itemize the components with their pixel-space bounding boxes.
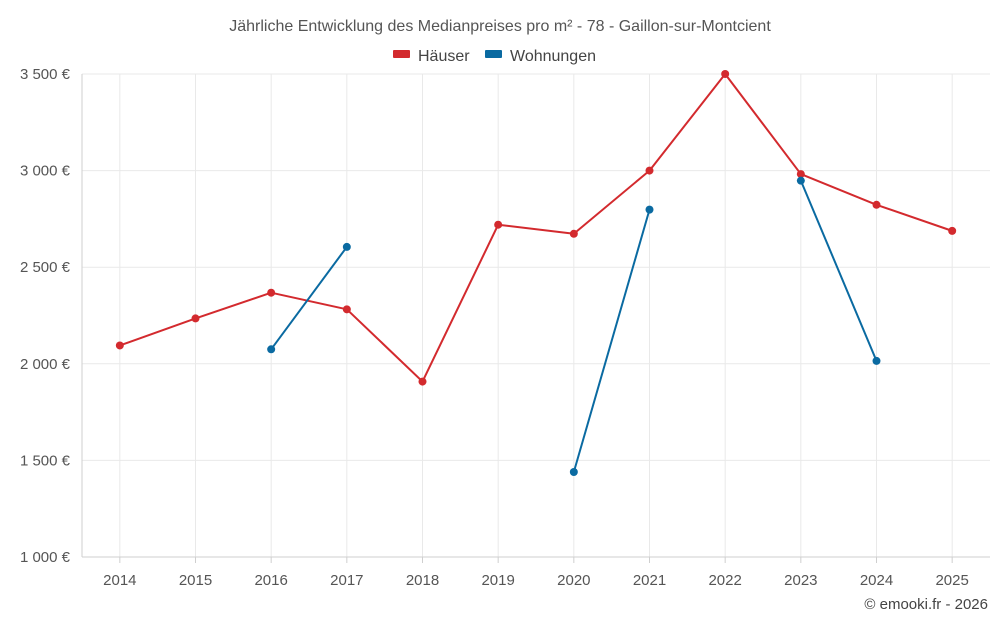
legend-swatch-haeuser bbox=[393, 50, 410, 58]
legend-label-haeuser[interactable]: Häuser bbox=[418, 48, 470, 65]
data-point-wohnungen-2016[interactable] bbox=[267, 345, 276, 354]
y-axis-ticks: 1 000 € 1 500 € 2 000 € 2 500 € 3 000 € 3 500… bbox=[20, 66, 71, 566]
data-point-wohnungen-2023[interactable] bbox=[796, 176, 805, 185]
x-tick-label-2022: 2022 bbox=[708, 572, 741, 589]
y-tick-label-0: 1 000 € bbox=[20, 549, 71, 566]
data-point-haeuser-2018[interactable] bbox=[418, 377, 427, 386]
series-haeuser bbox=[115, 70, 957, 386]
data-point-haeuser-2019[interactable] bbox=[494, 220, 503, 229]
data-point-haeuser-2023[interactable] bbox=[796, 170, 805, 179]
chart-title: Jährliche Entwicklung des Medianpreises … bbox=[229, 18, 771, 35]
data-point-haeuser-2017[interactable] bbox=[342, 305, 351, 314]
series-line-haeuser-0 bbox=[119, 73, 953, 383]
y-tick-label-1: 1 500 € bbox=[20, 452, 71, 469]
x-tick-label-2016: 2016 bbox=[254, 572, 287, 589]
data-point-wohnungen-2017[interactable] bbox=[342, 242, 351, 251]
data-point-haeuser-2025[interactable] bbox=[948, 226, 957, 235]
data-point-haeuser-2022[interactable] bbox=[721, 70, 730, 78]
data-point-haeuser-2024[interactable] bbox=[872, 200, 881, 209]
legend: Häuser Wohnungen bbox=[393, 48, 596, 65]
x-axis-ticks: 2014 2015 2016 2017 2018 2019 2020 2021 2022 2023… bbox=[81, 74, 990, 589]
data-point-wohnungen-2021[interactable] bbox=[645, 205, 654, 214]
x-tick-label-2025: 2025 bbox=[935, 572, 968, 589]
data-point-haeuser-2020[interactable] bbox=[569, 229, 578, 238]
data-point-wohnungen-2020[interactable] bbox=[569, 467, 578, 476]
data-point-haeuser-2016[interactable] bbox=[267, 288, 276, 297]
grid bbox=[82, 73, 990, 558]
x-tick-label-2020: 2020 bbox=[557, 572, 590, 589]
x-tick-label-2018: 2018 bbox=[406, 572, 439, 589]
x-tick-label-2019: 2019 bbox=[481, 572, 514, 589]
data-point-haeuser-2014[interactable] bbox=[115, 341, 124, 350]
series-wohnungen bbox=[267, 176, 881, 476]
y-tick-label-3: 2 500 € bbox=[20, 259, 71, 276]
x-tick-label-2023: 2023 bbox=[784, 572, 817, 589]
data-point-wohnungen-2024[interactable] bbox=[872, 356, 881, 365]
series-layer bbox=[115, 70, 957, 476]
x-tick-label-2024: 2024 bbox=[860, 572, 893, 589]
x-tick-label-2015: 2015 bbox=[179, 572, 212, 589]
y-tick-label-5: 3 500 € bbox=[20, 66, 71, 83]
y-tick-label-4: 3 000 € bbox=[20, 163, 71, 180]
y-tick-label-2: 2 000 € bbox=[20, 356, 71, 373]
series-line-wohnungen-0 bbox=[270, 246, 348, 350]
series-line-wohnungen-1 bbox=[572, 209, 651, 473]
legend-swatch-wohnungen bbox=[485, 50, 502, 58]
legend-label-wohnungen[interactable]: Wohnungen bbox=[510, 48, 596, 65]
data-point-haeuser-2021[interactable] bbox=[645, 166, 654, 175]
credit-text: © emooki.fr - 2026 bbox=[864, 596, 988, 613]
x-tick-label-2021: 2021 bbox=[633, 572, 666, 589]
series-line-wohnungen-2 bbox=[799, 180, 878, 362]
x-tick-label-2017: 2017 bbox=[330, 572, 363, 589]
data-point-haeuser-2015[interactable] bbox=[191, 314, 200, 323]
x-tick-label-2014: 2014 bbox=[103, 572, 136, 589]
